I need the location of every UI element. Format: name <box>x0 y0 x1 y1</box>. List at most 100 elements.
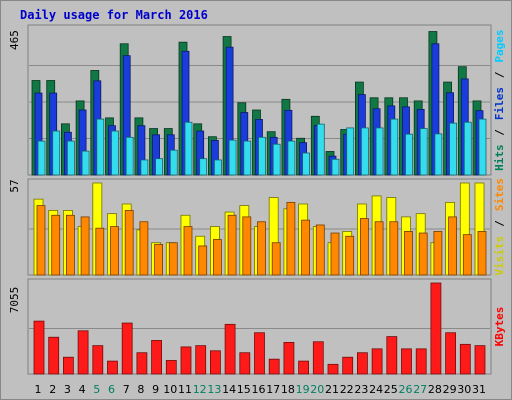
legend-kbytes: KBytes <box>493 307 506 347</box>
bar-kbytes-day-12 <box>195 345 207 375</box>
bar-kbytes-day-15 <box>239 352 251 375</box>
day-label-21: 21 <box>325 383 339 396</box>
bar-sites-day-7 <box>124 210 134 276</box>
bar-kbytes-day-7 <box>121 322 133 375</box>
legend-separator: / <box>493 71 506 78</box>
legend-pages: Pages <box>493 29 506 62</box>
bar-sites-day-30 <box>462 234 472 276</box>
bar-pages-day-21 <box>331 158 340 176</box>
legend-hits: Hits <box>493 144 506 171</box>
day-label-15: 15 <box>237 383 251 396</box>
bar-kbytes-day-31 <box>474 345 486 375</box>
bar-sites-day-25 <box>389 221 399 276</box>
bar-sites-day-12 <box>198 245 208 276</box>
bar-pages-day-20 <box>316 123 325 176</box>
bar-sites-day-4 <box>80 216 90 276</box>
day-label-25: 25 <box>384 383 398 396</box>
bar-sites-day-27 <box>418 232 428 276</box>
bar-kbytes-day-27 <box>415 348 427 375</box>
bar-sites-day-6 <box>110 226 119 276</box>
bar-sites-day-3 <box>66 214 75 276</box>
bar-kbytes-day-22 <box>342 356 354 375</box>
panel-3-scale-label: 7055 <box>8 287 21 314</box>
bar-sites-day-22 <box>345 235 355 276</box>
day-label-7: 7 <box>123 383 130 396</box>
day-label-4: 4 <box>79 383 86 396</box>
bar-kbytes-day-11 <box>180 346 192 375</box>
bar-pages-day-28 <box>434 133 443 176</box>
day-label-29: 29 <box>443 383 457 396</box>
legend-separator: / <box>493 129 506 136</box>
day-label-23: 23 <box>354 383 368 396</box>
bar-kbytes-day-2 <box>48 336 60 375</box>
day-label-1: 1 <box>35 383 42 396</box>
legend-separator: / <box>493 220 506 227</box>
bar-sites-day-16 <box>257 221 266 276</box>
day-label-31: 31 <box>472 383 486 396</box>
bar-kbytes-day-4 <box>77 330 89 375</box>
bar-pages-day-5 <box>96 118 105 176</box>
bar-pages-day-13 <box>213 159 222 176</box>
day-label-19: 19 <box>296 383 310 396</box>
day-label-14: 14 <box>222 383 236 396</box>
bar-pages-day-10 <box>169 149 178 176</box>
bar-kbytes-day-24 <box>371 348 383 375</box>
bar-pages-day-9 <box>155 158 164 176</box>
bar-sites-day-18 <box>286 201 296 276</box>
bar-kbytes-day-9 <box>151 340 163 375</box>
bar-kbytes-day-18 <box>283 341 295 375</box>
day-label-2: 2 <box>49 383 56 396</box>
bar-kbytes-day-8 <box>136 352 148 375</box>
bar-kbytes-day-21 <box>327 363 339 375</box>
bar-sites-day-5 <box>95 227 105 276</box>
bar-kbytes-day-29 <box>445 332 457 375</box>
day-label-30: 30 <box>457 383 471 396</box>
legend-files: Files <box>493 87 506 120</box>
day-label-6: 6 <box>108 383 115 396</box>
day-label-3: 3 <box>64 383 71 396</box>
bar-pages-day-4 <box>81 150 90 176</box>
bar-pages-day-11 <box>184 121 193 176</box>
day-label-27: 27 <box>413 383 427 396</box>
day-label-10: 10 <box>163 383 177 396</box>
bar-pages-day-12 <box>199 158 208 176</box>
day-label-17: 17 <box>266 383 280 396</box>
bar-pages-day-8 <box>140 159 149 176</box>
bar-pages-day-23 <box>360 127 369 176</box>
day-label-8: 8 <box>137 383 144 396</box>
bar-kbytes-day-10 <box>165 360 177 375</box>
bar-kbytes-day-16 <box>254 332 265 375</box>
bar-sites-day-13 <box>212 239 222 276</box>
bar-pages-day-3 <box>67 140 75 176</box>
day-label-5: 5 <box>93 383 100 396</box>
bar-sites-day-14 <box>227 214 237 276</box>
bar-kbytes-day-3 <box>63 356 74 375</box>
day-label-9: 9 <box>152 383 159 396</box>
bar-kbytes-day-13 <box>209 350 221 375</box>
bar-sites-day-10 <box>168 242 178 276</box>
day-label-20: 20 <box>310 383 324 396</box>
bar-pages-day-26 <box>405 133 413 176</box>
bar-kbytes-day-25 <box>386 336 398 375</box>
bar-pages-day-19 <box>302 152 311 176</box>
bar-kbytes-day-28 <box>430 282 442 375</box>
bar-pages-day-7 <box>125 136 134 176</box>
day-label-26: 26 <box>399 383 413 396</box>
bar-sites-day-31 <box>477 231 487 276</box>
bar-pages-day-6 <box>111 130 119 176</box>
bar-sites-day-9 <box>154 243 164 276</box>
bar-sites-day-8 <box>139 221 149 276</box>
legend-sites: Sites <box>493 178 506 211</box>
panel-2-scale-label: 57 <box>8 179 21 192</box>
bar-pages-day-24 <box>375 127 384 176</box>
bar-pages-day-16 <box>258 136 266 176</box>
day-label-16: 16 <box>252 383 266 396</box>
bar-kbytes-day-5 <box>92 345 104 375</box>
bar-sites-day-19 <box>301 219 311 276</box>
bar-pages-day-29 <box>449 122 458 176</box>
bar-pages-day-25 <box>390 118 399 176</box>
bar-sites-day-26 <box>404 231 413 276</box>
bar-pages-day-15 <box>243 140 252 176</box>
bar-sites-day-2 <box>51 214 61 276</box>
